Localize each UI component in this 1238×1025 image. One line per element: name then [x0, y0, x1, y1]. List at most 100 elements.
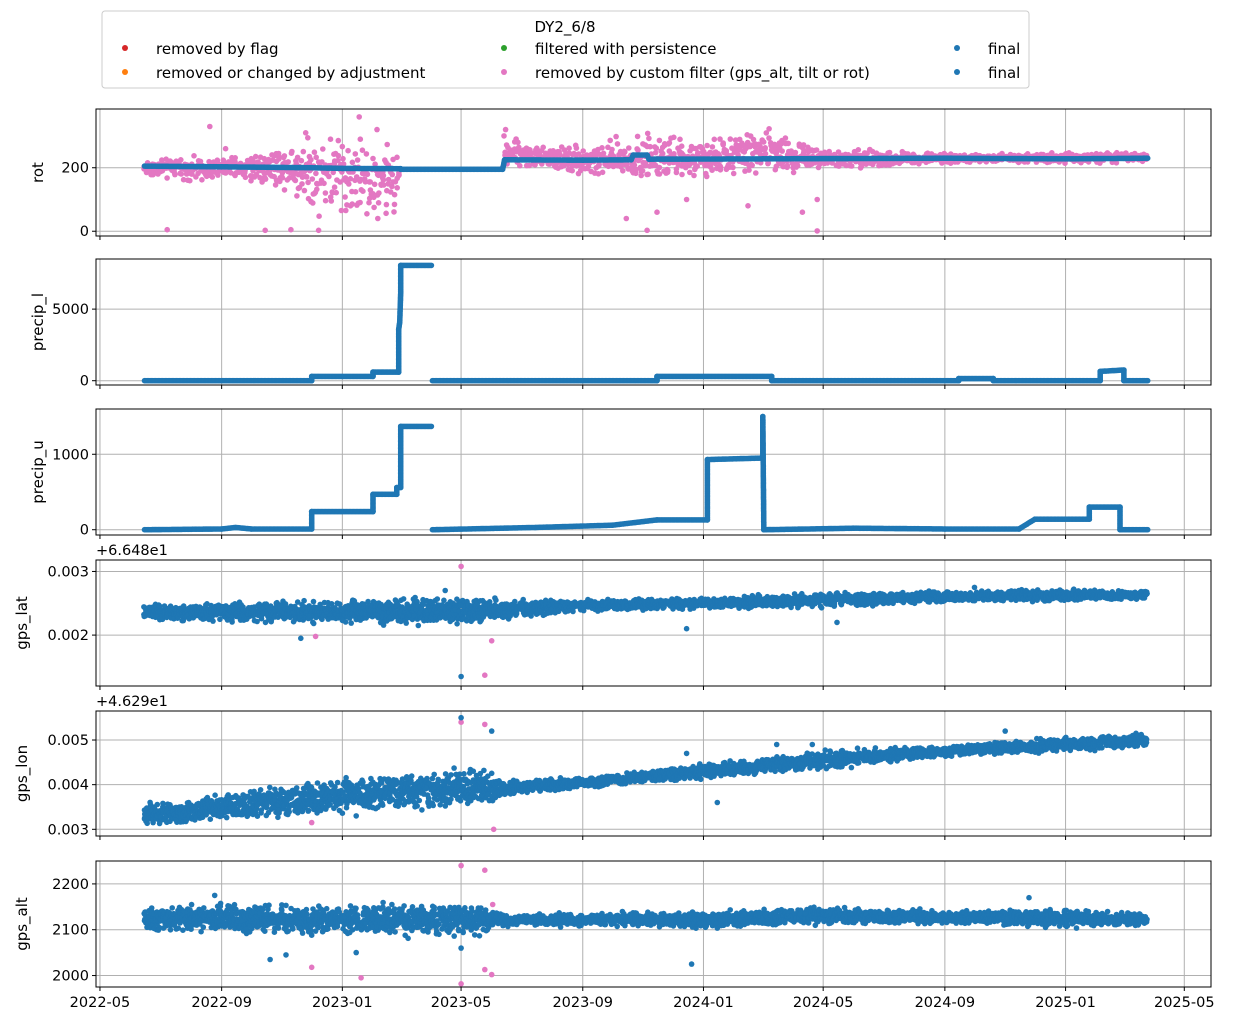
custom-filter-point [354, 157, 361, 163]
custom-filter-point [275, 150, 282, 157]
custom-filter-outlier [207, 123, 213, 130]
custom-filter-point [291, 176, 298, 183]
custom-filter-point [691, 172, 697, 179]
custom-filter-point [762, 145, 768, 151]
custom-filter-point [746, 167, 752, 173]
custom-filter-point [272, 182, 279, 188]
custom-filter-point [178, 171, 185, 177]
custom-filter-point [703, 173, 710, 180]
custom-filter-point [622, 149, 628, 155]
legend-marker-custom-filter [501, 69, 507, 75]
legend-label-custom-filter: removed by custom filter (gps_alt, tilt … [535, 64, 870, 83]
custom-filter-point [338, 207, 345, 214]
custom-filter-point [750, 136, 757, 143]
custom-filter-point [178, 157, 184, 163]
custom-filter-point [644, 130, 651, 137]
custom-filter-point [180, 176, 187, 183]
custom-filter-point [359, 147, 366, 153]
custom-filter-point [326, 173, 332, 180]
custom-filter-point [385, 176, 392, 183]
custom-filter-point [639, 168, 646, 174]
custom-filter-point [687, 169, 693, 176]
custom-filter-point [613, 133, 619, 140]
custom-filter-point [659, 150, 666, 157]
custom-filter-point [723, 148, 730, 154]
custom-filter-point [614, 141, 621, 147]
custom-filter-point [566, 145, 572, 151]
legend-label-final-2: final [988, 64, 1020, 82]
custom-filter-point [677, 136, 683, 143]
custom-filter-point [394, 185, 401, 191]
final-point [156, 603, 163, 609]
custom-filter-point [281, 153, 288, 159]
custom-filter-point [367, 179, 374, 185]
custom-filter-point [255, 159, 261, 165]
custom-filter-point [305, 179, 311, 186]
custom-filter-point [785, 140, 791, 147]
legend-frame [101, 10, 1030, 89]
custom-filter-point [342, 194, 348, 200]
custom-filter-point [252, 153, 259, 160]
custom-filter-point [790, 169, 797, 176]
y-tick-label: 1000 [52, 447, 89, 463]
custom-filter-point [656, 171, 663, 177]
custom-filter-outlier [623, 215, 630, 222]
final-point [217, 616, 223, 623]
custom-filter-point [380, 177, 387, 183]
custom-filter-point [665, 167, 671, 174]
custom-filter-point [394, 154, 400, 161]
final-point [428, 262, 435, 269]
custom-filter-point [331, 184, 338, 190]
custom-filter-point [314, 186, 320, 193]
custom-filter-point [299, 181, 305, 187]
custom-filter-point [279, 175, 286, 181]
custom-filter-point [313, 154, 320, 161]
custom-filter-outlier [814, 196, 820, 203]
custom-filter-point [366, 199, 372, 206]
plot-area [141, 563, 1150, 680]
custom-filter-point [671, 134, 677, 141]
custom-filter-outlier [164, 226, 170, 233]
custom-filter-point [357, 199, 363, 206]
custom-filter-point [645, 171, 651, 178]
final-point [428, 423, 435, 430]
custom-filter-point [250, 158, 257, 165]
custom-filter-outlier [222, 145, 229, 152]
legend-marker-filtered-persistence [501, 45, 507, 51]
final-point [1144, 377, 1151, 384]
custom-filter-point [316, 213, 322, 219]
final-point [301, 597, 307, 604]
custom-filter-point [343, 207, 349, 214]
custom-filter-point [191, 153, 197, 159]
custom-filter-point [321, 180, 327, 187]
custom-filter-point [720, 142, 726, 148]
custom-filter-point [753, 170, 759, 176]
custom-filter-point [843, 162, 849, 169]
custom-filter-outlier [356, 114, 363, 120]
custom-filter-point [779, 148, 785, 154]
custom-filter-point [1062, 160, 1068, 166]
custom-filter-point [349, 159, 356, 166]
custom-filter-point [855, 147, 862, 153]
custom-filter-point [609, 146, 615, 153]
custom-filter-point [829, 160, 835, 166]
custom-filter-point [666, 140, 673, 146]
final-point [224, 617, 231, 623]
custom-filter-point [600, 150, 607, 157]
custom-filter-point [380, 172, 387, 179]
custom-filter-point [540, 144, 546, 151]
custom-filter-outlier [745, 203, 751, 209]
custom-filter-point [792, 149, 799, 156]
custom-filter-outlier [683, 196, 690, 203]
custom-filter-outlier [288, 226, 294, 233]
legend-label-removed-or-changed: removed or changed by adjustment [156, 64, 425, 82]
final-point [294, 599, 301, 605]
custom-filter-point [711, 136, 718, 143]
y-axis-label: rot [29, 162, 47, 183]
custom-filter-point [725, 162, 732, 168]
custom-filter-point [647, 143, 653, 150]
custom-filter-point [821, 149, 828, 156]
custom-filter-point [310, 200, 316, 206]
